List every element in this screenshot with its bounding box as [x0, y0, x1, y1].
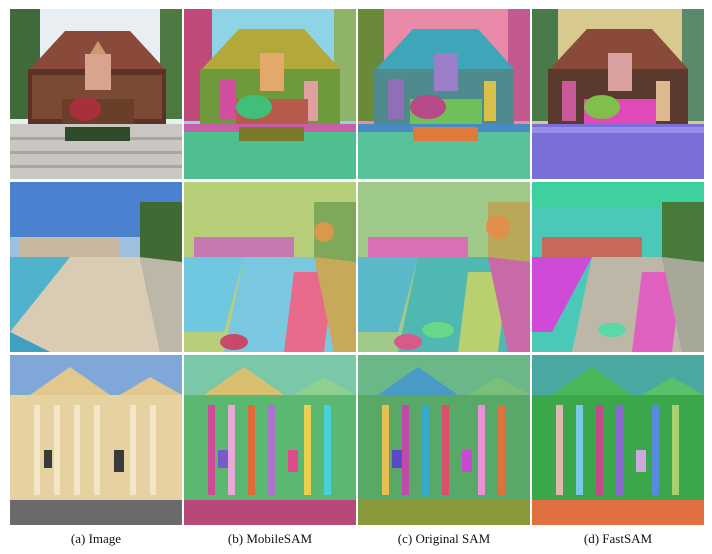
row1-fastsam-mask — [532, 9, 704, 179]
row1-mobilesam-mask — [184, 9, 356, 179]
row2-mobilesam-mask — [184, 182, 356, 352]
row3-fastsam-mask — [532, 355, 704, 525]
caption-image: (a) Image — [70, 531, 122, 546]
caption-original-sam: (c) Original SAM — [397, 531, 491, 546]
row3-original-image — [10, 355, 182, 525]
caption-fastsam: (d) FastSAM — [583, 531, 653, 546]
row3-mobilesam-mask — [184, 355, 356, 525]
row2-original-sam-mask — [358, 182, 530, 352]
row2-original-image — [10, 182, 182, 352]
row1-original-image — [10, 9, 182, 179]
image-grid — [10, 9, 704, 525]
row1-original-sam-mask — [358, 9, 530, 179]
row2-fastsam-mask — [532, 182, 704, 352]
row3-original-sam-mask — [358, 355, 530, 525]
caption-mobilesam: (b) MobileSAM — [227, 531, 313, 546]
